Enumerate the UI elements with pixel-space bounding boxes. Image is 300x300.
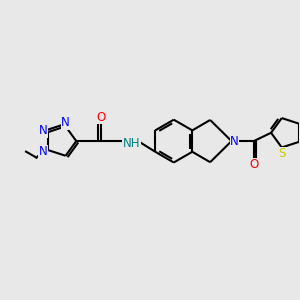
Text: NH: NH xyxy=(123,137,140,150)
Text: O: O xyxy=(249,158,259,171)
Text: N: N xyxy=(39,145,47,158)
Text: S: S xyxy=(278,148,285,160)
Text: N: N xyxy=(230,135,239,148)
Text: N: N xyxy=(39,124,47,137)
Text: N: N xyxy=(61,116,70,129)
Text: O: O xyxy=(96,111,105,124)
